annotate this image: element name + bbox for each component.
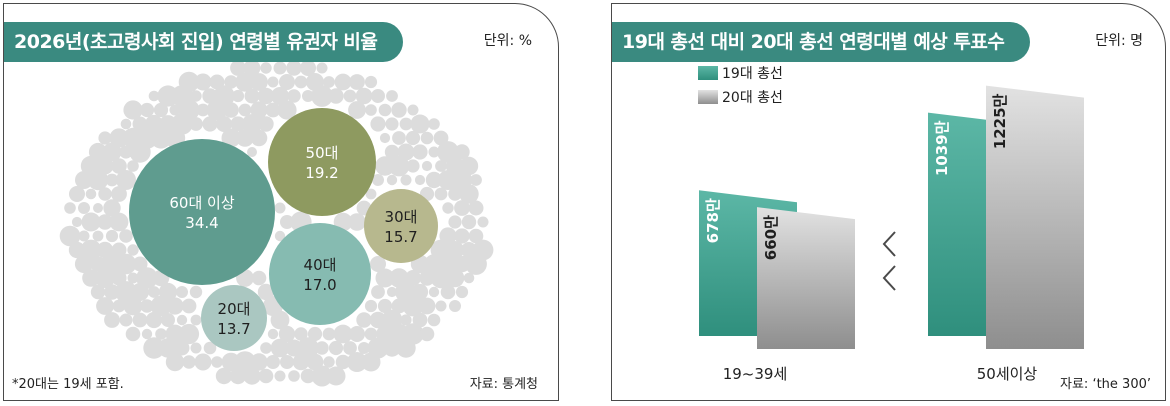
age-voter-ratio-panel: 60대 이상 34.4 50대 19.2 40대 17.0 30대 15.7 20대 13.7 2… [3,3,559,401]
bubble-age-30s-circle [364,189,438,263]
category-label-group-19-39: 19~39세 [723,365,788,383]
bar-group-19-39-19-label: 678만 [704,198,722,243]
chevron-left-icon [882,231,896,257]
right-panel-title: 19대 총선 대비 20대 총선 연령대별 예상 투표수 [612,22,1031,62]
category-label-group-50-plus: 50세이상 [977,365,1038,383]
bubble-age-20s-value: 13.7 [217,320,250,338]
bar-group-19-39-20-label: 660만 [762,215,780,260]
bubble-age-20s-label: 20대 [218,300,251,318]
bubble-age-30s: 30대 15.7 [364,189,438,263]
bar-group-50-plus-20-label: 1225만 [991,93,1009,149]
bubble-age-50s-value: 19.2 [305,164,338,182]
legend-swatch-20 [698,90,718,104]
right-panel-source: 자료: ‘the 300’ [1060,377,1151,392]
bubble-age-40s-circle [269,223,371,325]
bubble-age-30s-label: 30대 [385,208,418,226]
bar-group-19-39: 678만 660만 19~39세 [699,190,855,383]
bar-chart: 19대 총선 20대 총선 678만 660만 19~39세 1039만 1225만 50세이… [698,66,1084,383]
expected-votes-panel: 19대 총선 20대 총선 678만 660만 19~39세 1039만 1225만 50세이… [611,3,1166,401]
left-panel-source: 자료: 통계청 [469,377,538,392]
left-panel-footnote: *20대는 19세 포함. [12,377,124,392]
legend-label-19: 19대 총선 [722,66,783,82]
bubble-age-30s-value: 15.7 [384,228,417,246]
bubble-age-60-plus-label: 60대 이상 [169,194,234,212]
comparison-chevrons [882,231,896,291]
legend-swatch-19 [698,66,718,80]
legend-label-20: 20대 총선 [722,90,783,106]
bubble-age-20s-circle [201,285,267,351]
bubble-age-60-plus-value: 34.4 [185,214,218,232]
legend: 19대 총선 20대 총선 [698,66,783,106]
chevron-left-icon [882,265,896,291]
left-panel-title: 2026년(초고령사회 진입) 연령별 유권자 비율 [4,22,404,62]
left-panel-unit: 단위: % [483,33,532,49]
bubble-age-60-plus: 60대 이상 34.4 [129,139,275,285]
bubble-chart: 60대 이상 34.4 50대 19.2 40대 17.0 30대 15.7 20대 13.7 [59,59,494,387]
bubble-age-40s-value: 17.0 [303,276,336,294]
bar-group-50-plus-19-label: 1039만 [933,120,951,176]
right-panel-unit: 단위: 명 [1095,33,1143,49]
bubble-age-40s: 40대 17.0 [269,223,371,325]
bubble-age-50s-circle [268,108,376,216]
bubble-age-40s-label: 40대 [304,256,337,274]
bubble-age-50s: 50대 19.2 [268,108,376,216]
background-dots [59,59,494,387]
bubble-age-60-plus-circle [129,139,275,285]
bar-group-50-plus: 1039만 1225만 50세이상 [928,85,1084,383]
bubble-age-50s-label: 50대 [306,144,339,162]
bar-group-50-plus-20 [986,85,1084,349]
bar-group-19-39-20 [757,207,855,349]
bubble-age-20s: 20대 13.7 [201,285,267,351]
